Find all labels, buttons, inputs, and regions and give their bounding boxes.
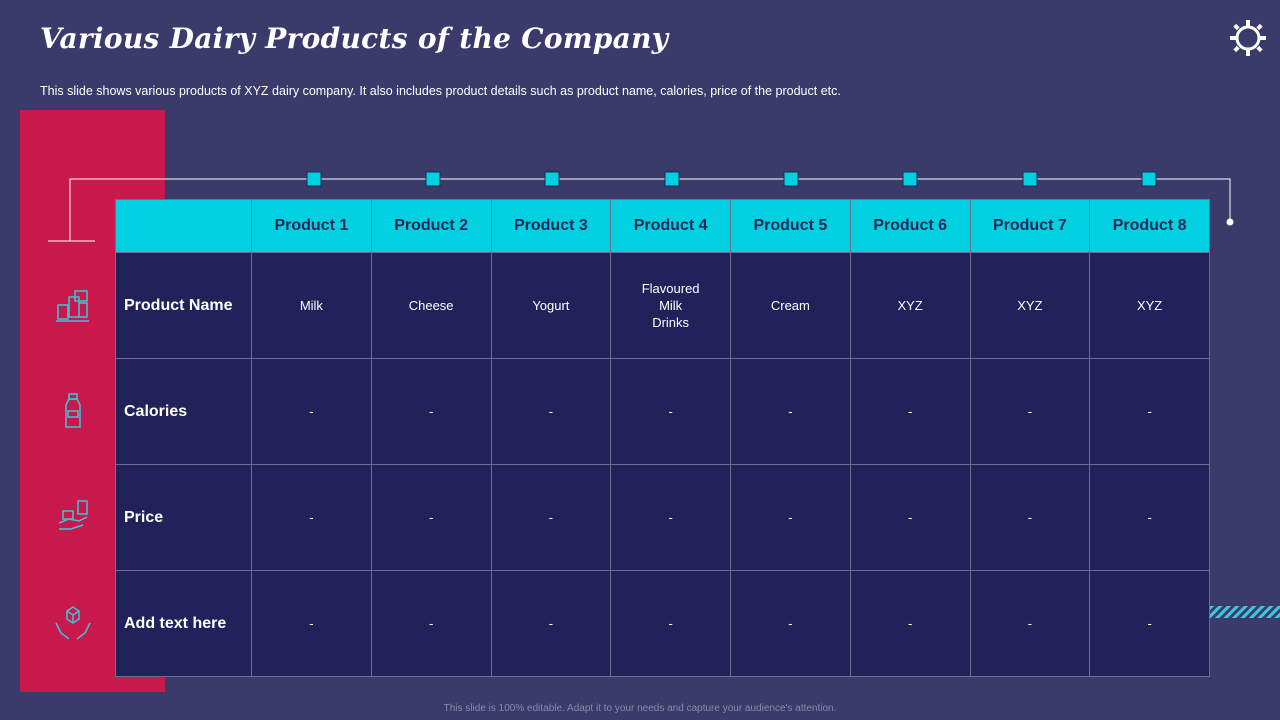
table-row: Add text here - - - - - - - -	[115, 570, 1210, 677]
slide-subtitle: This slide shows various products of XYZ…	[40, 84, 841, 98]
column-header: Product 1	[251, 199, 372, 253]
table-cell: -	[849, 358, 971, 465]
connector-node	[544, 171, 560, 187]
table-cell: -	[490, 464, 612, 571]
slide-title: Various Dairy Products of the Company	[40, 22, 669, 55]
table-cell: Flavoured Milk Drinks	[610, 252, 731, 359]
table-cell: XYZ	[969, 252, 1091, 359]
table-cell: XYZ	[1089, 252, 1210, 359]
column-header: Product 7	[969, 199, 1091, 253]
row-label: Product Name	[115, 252, 252, 359]
table-cell: -	[730, 358, 851, 465]
column-header: Product 6	[849, 199, 971, 253]
table-cell: -	[730, 570, 851, 677]
table-cell: -	[251, 464, 372, 571]
row-label: Add text here	[115, 570, 252, 677]
table-row: Product Name Milk Cheese Yogurt Flavoure…	[115, 252, 1210, 359]
table-row: Calories - - - - - - - -	[115, 358, 1210, 465]
price-tag-hand-icon	[58, 500, 88, 530]
table-cell: -	[490, 358, 612, 465]
table-row: Price - - - - - - - -	[115, 464, 1210, 571]
column-header: Product 8	[1089, 199, 1210, 253]
connector-node	[902, 171, 918, 187]
table-cell: -	[370, 570, 492, 677]
table-cell: -	[610, 358, 731, 465]
table-cell: Cheese	[370, 252, 492, 359]
header-corner-cell	[115, 199, 252, 253]
table-cell: -	[1089, 570, 1210, 677]
table-cell: -	[251, 570, 372, 677]
table-cell: -	[610, 464, 731, 571]
table-cell: -	[370, 464, 492, 571]
column-header: Product 5	[730, 199, 851, 253]
product-table: Product 1 Product 2 Product 3 Product 4 …	[115, 199, 1210, 677]
table-cell: -	[1089, 358, 1210, 465]
table-cell: Milk	[251, 252, 372, 359]
table-cell: -	[969, 358, 1091, 465]
connector-node	[425, 171, 441, 187]
table-cell: Yogurt	[490, 252, 612, 359]
column-header: Product 2	[370, 199, 492, 253]
connector-node	[306, 171, 322, 187]
connector-node	[1141, 171, 1157, 187]
connector-node	[664, 171, 680, 187]
row-label: Calories	[115, 358, 252, 465]
table-cell: XYZ	[849, 252, 971, 359]
column-header: Product 4	[610, 199, 731, 253]
table-cell: -	[849, 464, 971, 571]
table-cell: -	[969, 464, 1091, 571]
footer-note: This slide is 100% editable. Adapt it to…	[443, 703, 837, 714]
row-label: Price	[115, 464, 252, 571]
table-cell: -	[730, 464, 851, 571]
column-header: Product 3	[490, 199, 612, 253]
table-header-row: Product 1 Product 2 Product 3 Product 4 …	[115, 199, 1210, 253]
decorative-stripes	[1210, 606, 1280, 618]
table-cell: -	[610, 570, 731, 677]
table-cell: -	[849, 570, 971, 677]
connector-node	[1022, 171, 1038, 187]
table-cell: -	[969, 570, 1091, 677]
milk-bottle-icon	[65, 393, 81, 428]
hands-box-icon	[55, 606, 91, 640]
table-cell: -	[490, 570, 612, 677]
connector-node	[783, 171, 799, 187]
table-cell: -	[370, 358, 492, 465]
table-cell: Cream	[730, 252, 851, 359]
table-cell: -	[1089, 464, 1210, 571]
table-cell: -	[251, 358, 372, 465]
dairy-products-icon	[56, 290, 89, 322]
settings-gear-icon	[1230, 20, 1266, 56]
